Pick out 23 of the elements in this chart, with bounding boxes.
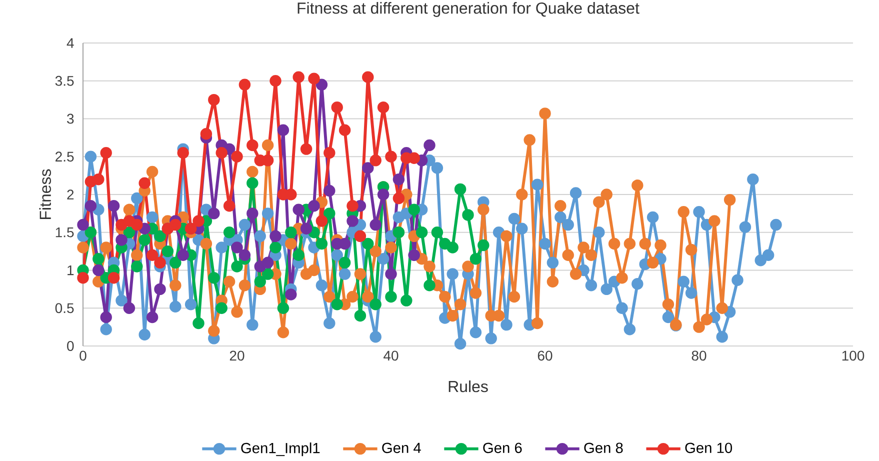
- y-tick-label: 2.5: [56, 152, 74, 162]
- y-tick-label: 4: [66, 38, 74, 48]
- y-tick-label: 1: [68, 265, 74, 276]
- legend-label: Gen 6: [483, 442, 522, 454]
- legend-label: Gen 8: [584, 442, 623, 454]
- y-axis-title: Fitness: [39, 169, 51, 219]
- x-tick-label: 0: [80, 350, 86, 361]
- legend-label: Gen 4: [382, 442, 421, 454]
- y-tick-label: 2: [67, 190, 74, 200]
- legend-label: Gen 10: [685, 442, 732, 454]
- x-tick-label: 60: [538, 350, 552, 361]
- legend-label: Gen1_Impl1: [241, 442, 320, 456]
- x-axis-title: Rules: [448, 380, 488, 392]
- x-tick-label: 20: [230, 350, 244, 361]
- x-tick-label: 40: [384, 350, 398, 361]
- y-tick-label: 0: [67, 341, 74, 351]
- y-tick-label: 0.5: [55, 303, 74, 314]
- y-tick-label: 1.5: [56, 228, 74, 238]
- x-tick-label: 100: [842, 350, 864, 361]
- x-tick-label: 80: [692, 350, 706, 361]
- y-tick-label: 3: [67, 114, 74, 124]
- y-tick-label: 3.5: [55, 76, 74, 86]
- chart-title: Fitness at different generation for Quake dataset: [298, 2, 640, 17]
